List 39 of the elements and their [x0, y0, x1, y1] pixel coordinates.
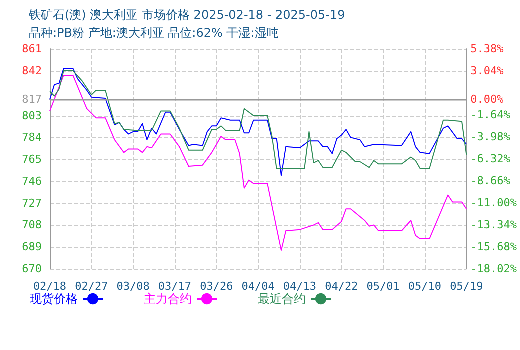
x-tick-label: 02/27 — [75, 280, 108, 293]
y-tick-label: 842 — [22, 64, 42, 78]
y2-tick-label: 0.00% — [470, 93, 504, 106]
y2-tick-label: -1.64% — [470, 108, 511, 122]
x-tick-label: 05/19 — [450, 280, 484, 293]
x-tick-label: 03/17 — [158, 280, 192, 293]
y-tick-label: 670 — [22, 262, 42, 276]
y-tick-label: 727 — [22, 196, 42, 210]
y-tick-label: 817 — [22, 93, 42, 106]
y-tick-label: 784 — [22, 131, 42, 144]
legend-label: 最近合约 — [258, 292, 306, 306]
x-tick-label: 03/26 — [200, 280, 234, 293]
y2-tick-label: -11.00% — [470, 196, 518, 210]
x-tick-label: 04/04 — [242, 280, 276, 293]
x-tick-label: 02/18 — [33, 280, 67, 293]
x-tick-label: 04/13 — [283, 280, 317, 293]
y2-tick-label: -15.68% — [470, 240, 518, 254]
y2-tick-label: -3.98% — [470, 130, 511, 144]
y-tick-label: 689 — [22, 240, 42, 254]
y2-tick-label: 3.04% — [470, 64, 504, 78]
chart-subtitle: 品种:PB粉 产地:澳大利亚 品位:62% 干湿:湿吨 — [29, 26, 279, 40]
x-tick-label: 03/08 — [116, 280, 150, 293]
y-tick-label: 746 — [22, 174, 42, 188]
y-tick-label: 765 — [22, 153, 42, 166]
x-tick-label: 05/10 — [408, 280, 442, 293]
chart-title: 铁矿石(澳) 澳大利亚 市场价格 2025-02-18 - 2025-05-19 — [28, 8, 346, 22]
x-tick-label: 04/22 — [325, 280, 358, 293]
x-tick-label: 05/01 — [366, 280, 400, 293]
y-tick-label: 708 — [22, 218, 42, 232]
y2-tick-label: -18.02% — [470, 262, 518, 276]
legend-label: 主力合约 — [144, 292, 192, 306]
y2-tick-label: -8.66% — [470, 174, 511, 188]
y-tick-label: 861 — [22, 42, 42, 56]
line-series — [50, 74, 468, 252]
y2-tick-label: -6.32% — [470, 152, 511, 166]
y2-tick-label: 5.38% — [470, 42, 504, 56]
legend-label: 现货价格 — [30, 292, 78, 306]
y2-tick-label: -13.34% — [470, 218, 518, 232]
y-tick-label: 803 — [22, 109, 42, 122]
